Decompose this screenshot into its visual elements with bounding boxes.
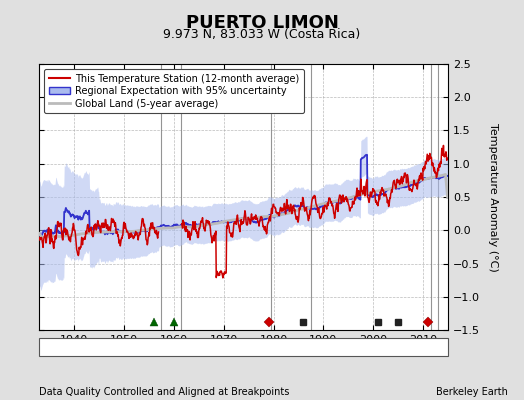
Y-axis label: Temperature Anomaly (°C): Temperature Anomaly (°C) (488, 123, 498, 271)
Text: Time of Obs. Change: Time of Obs. Change (221, 342, 323, 352)
Text: Berkeley Earth: Berkeley Earth (436, 387, 508, 397)
Text: PUERTO LIMON: PUERTO LIMON (185, 14, 339, 32)
Text: ▼: ▼ (210, 342, 217, 352)
Legend: This Temperature Station (12-month average), Regional Expectation with 95% uncer: This Temperature Station (12-month avera… (44, 69, 304, 114)
Text: Data Quality Controlled and Aligned at Breakpoints: Data Quality Controlled and Aligned at B… (39, 387, 290, 397)
Text: Record Gap: Record Gap (143, 342, 199, 352)
Text: 9.973 N, 83.033 W (Costa Rica): 9.973 N, 83.033 W (Costa Rica) (163, 28, 361, 41)
Text: Empirical Break: Empirical Break (338, 342, 414, 352)
Text: Station Move: Station Move (57, 342, 121, 352)
Text: ▲: ▲ (131, 342, 138, 352)
Text: ◆: ◆ (46, 342, 53, 352)
Text: ■: ■ (326, 342, 336, 352)
